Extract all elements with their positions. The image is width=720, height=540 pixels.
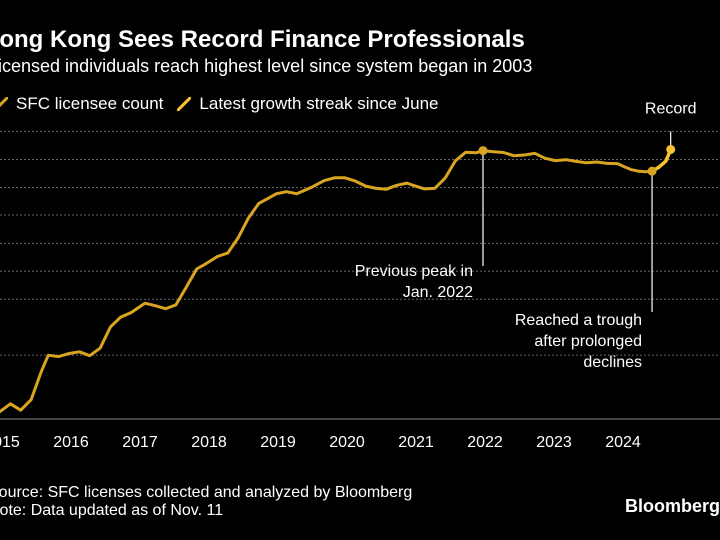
chart-series [0, 147, 673, 414]
x-tick-label-2023: 2023 [536, 434, 572, 451]
x-tick-label-2022: 2022 [467, 434, 503, 451]
legend-label-licensee-count: SFC licensee count [16, 94, 164, 113]
legend-swatch-licensee-count [0, 97, 8, 108]
series-line-licensee-count [0, 149, 654, 414]
chart-annotations: Record Previous peak in Jan. 2022 Reached a… [355, 100, 697, 371]
annotation-marker-1 [478, 146, 488, 156]
annotation-leader-lines [482, 131, 672, 312]
annotation-text-1-1: Jan. 2022 [403, 284, 473, 301]
chart-markers [478, 144, 676, 176]
legend-label-growth-streak: Latest growth streak since June [199, 94, 439, 113]
legend: SFC licensee count Latest growth streak … [0, 94, 452, 114]
annotation-text-2-0: Reached a trough [515, 312, 642, 329]
annotation-marker-2 [647, 166, 657, 176]
chart-title: Hong Kong Sees Record Finance Profession… [0, 26, 525, 53]
annotation-text-2-2: declines [583, 354, 642, 371]
chart-subtitle: Licensed individuals reach highest level… [0, 56, 533, 76]
x-tick-label-2017: 2017 [122, 434, 158, 451]
bloomberg-logo: Bloomberg [624, 496, 720, 516]
annotation-marker-0 [666, 144, 676, 154]
annotation-text-0-0: Record [645, 100, 697, 117]
legend-item-growth-streak: Latest growth streak since June [177, 94, 438, 114]
x-tick-label-2024: 2024 [605, 434, 641, 451]
x-tick-label-2015: 2015 [0, 434, 20, 451]
x-axis-ticks: 2015 2016 2017 2018 2019 2020 2021 2022 2023 2024 [0, 434, 641, 451]
legend-item-licensee-count: SFC licensee count [0, 94, 163, 114]
x-tick-label-2021: 2021 [398, 434, 434, 451]
x-tick-label-2016: 2016 [53, 434, 89, 451]
source-note: Source: SFC licenses collected and analy… [0, 484, 413, 501]
annotation-text-1-0: Previous peak in [355, 263, 473, 280]
x-tick-label-2018: 2018 [191, 434, 227, 451]
x-tick-label-2019: 2019 [260, 434, 296, 451]
legend-swatch-growth-streak [177, 97, 192, 111]
data-note: Note: Data updated as of Nov. 11 [0, 502, 224, 519]
x-tick-label-2020: 2020 [329, 434, 365, 451]
chart-gridlines [0, 130, 720, 420]
annotation-text-2-1: after prolonged [534, 333, 642, 350]
